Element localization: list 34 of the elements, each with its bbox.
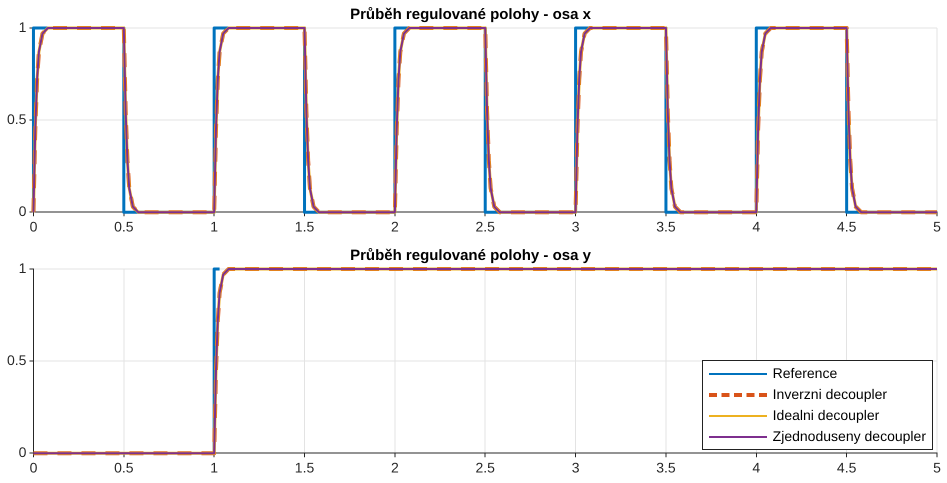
x-tick-label: 0.5 — [114, 459, 134, 476]
x-tick-label: 4 — [752, 218, 760, 234]
y-tick-label: 0 — [18, 444, 27, 460]
x-tick-label: 4.5 — [836, 459, 857, 476]
x-tick-label: 3 — [572, 218, 580, 234]
y-tick-label: 0 — [18, 203, 27, 220]
x-tick-label: 3.5 — [656, 218, 676, 234]
x-tick-label: 2 — [390, 459, 399, 476]
x-tick-label: 5 — [933, 459, 942, 476]
chart-title: Průběh regulované polohy - osa y — [350, 247, 592, 264]
y-tick-label: 0.5 — [6, 110, 27, 127]
x-tick-label: 3 — [572, 459, 580, 476]
x-tick-label: 2 — [390, 218, 399, 234]
x-tick-label: 1 — [210, 218, 218, 234]
x-tick-label: 1.5 — [294, 459, 314, 476]
legend-label: Idealni decoupler — [772, 406, 880, 426]
x-tick-label: 4 — [752, 459, 760, 476]
x-tick-label: 0.5 — [114, 218, 134, 234]
x-tick-label: 2.5 — [475, 218, 496, 234]
x-tick-label: 1 — [210, 459, 218, 476]
y-tick-label: 1 — [18, 18, 27, 35]
y-tick-label: 1 — [18, 260, 27, 276]
x-tick-label: 1.5 — [294, 218, 314, 234]
x-tick-label: 0 — [30, 459, 38, 476]
chart-title: Průběh regulované polohy - osa x — [350, 6, 592, 24]
y-tick-label: 0.5 — [6, 352, 27, 368]
x-tick-label: 3.5 — [656, 459, 676, 476]
legend-label: Reference — [772, 364, 838, 384]
x-tick-label: 5 — [933, 218, 942, 234]
x-tick-label: 2.5 — [475, 459, 496, 476]
legend-label: Zjednoduseny decoupler — [772, 427, 926, 446]
x-tick-label: 0 — [30, 218, 38, 234]
legend-label: Inverzni decoupler — [772, 385, 888, 404]
x-tick-label: 4.5 — [836, 218, 857, 234]
